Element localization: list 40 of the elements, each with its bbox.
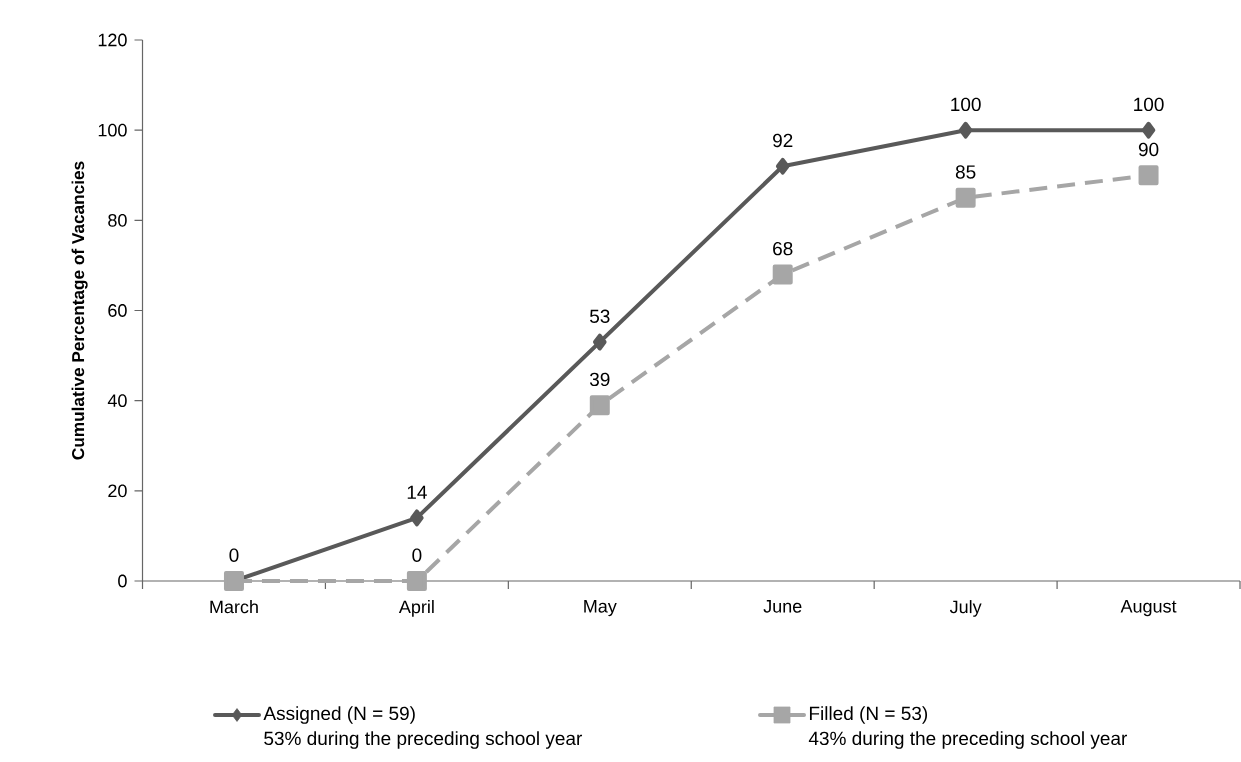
- y-tick-label: 20: [108, 484, 127, 498]
- point: [772, 264, 793, 285]
- data-label: 85: [955, 165, 976, 179]
- x-tick-label: April: [398, 600, 434, 617]
- data-label: 53: [589, 309, 610, 323]
- data-label: 0: [412, 548, 422, 562]
- y-tick-label: 60: [108, 304, 127, 317]
- x-tick-label: August: [1120, 600, 1177, 617]
- point: [1138, 165, 1159, 186]
- y-tick-label: 80: [108, 213, 127, 227]
- point: [589, 395, 610, 416]
- data-label: 68: [773, 241, 793, 256]
- legend-label: Assigned (N = 59): [263, 706, 415, 724]
- data-label: 100: [1134, 97, 1164, 112]
- y-tick-label: 0: [118, 574, 127, 588]
- point: [223, 571, 244, 591]
- x-tick-label: June: [763, 600, 802, 613]
- data-label: 100: [951, 97, 981, 112]
- data-label: 14: [407, 485, 427, 499]
- data-label: 90: [1138, 142, 1159, 157]
- y-tick-label: 120: [98, 33, 127, 47]
- x-tick-label: July: [949, 600, 982, 617]
- point: [593, 333, 607, 351]
- data-label: 39: [589, 372, 610, 387]
- text: 43% during the preceding school year: [808, 731, 1128, 749]
- legend-label: Filled (N = 53): [809, 706, 928, 724]
- y-axis-title: Cumulative Percentage of Vacancies: [71, 161, 88, 460]
- point: [406, 571, 427, 591]
- point: [775, 157, 790, 175]
- x-tick-label: May: [584, 600, 617, 617]
- y-tick-label: 100: [98, 123, 127, 137]
- data-label: 0: [229, 548, 239, 562]
- point: [410, 509, 424, 527]
- point: [958, 121, 973, 139]
- point: [955, 187, 976, 208]
- point: [1141, 121, 1156, 139]
- data-label: 92: [773, 133, 793, 148]
- x-tick-label: March: [210, 600, 258, 614]
- y-tick-label: 40: [107, 394, 127, 408]
- text: 53% during the preceding school year: [264, 731, 583, 749]
